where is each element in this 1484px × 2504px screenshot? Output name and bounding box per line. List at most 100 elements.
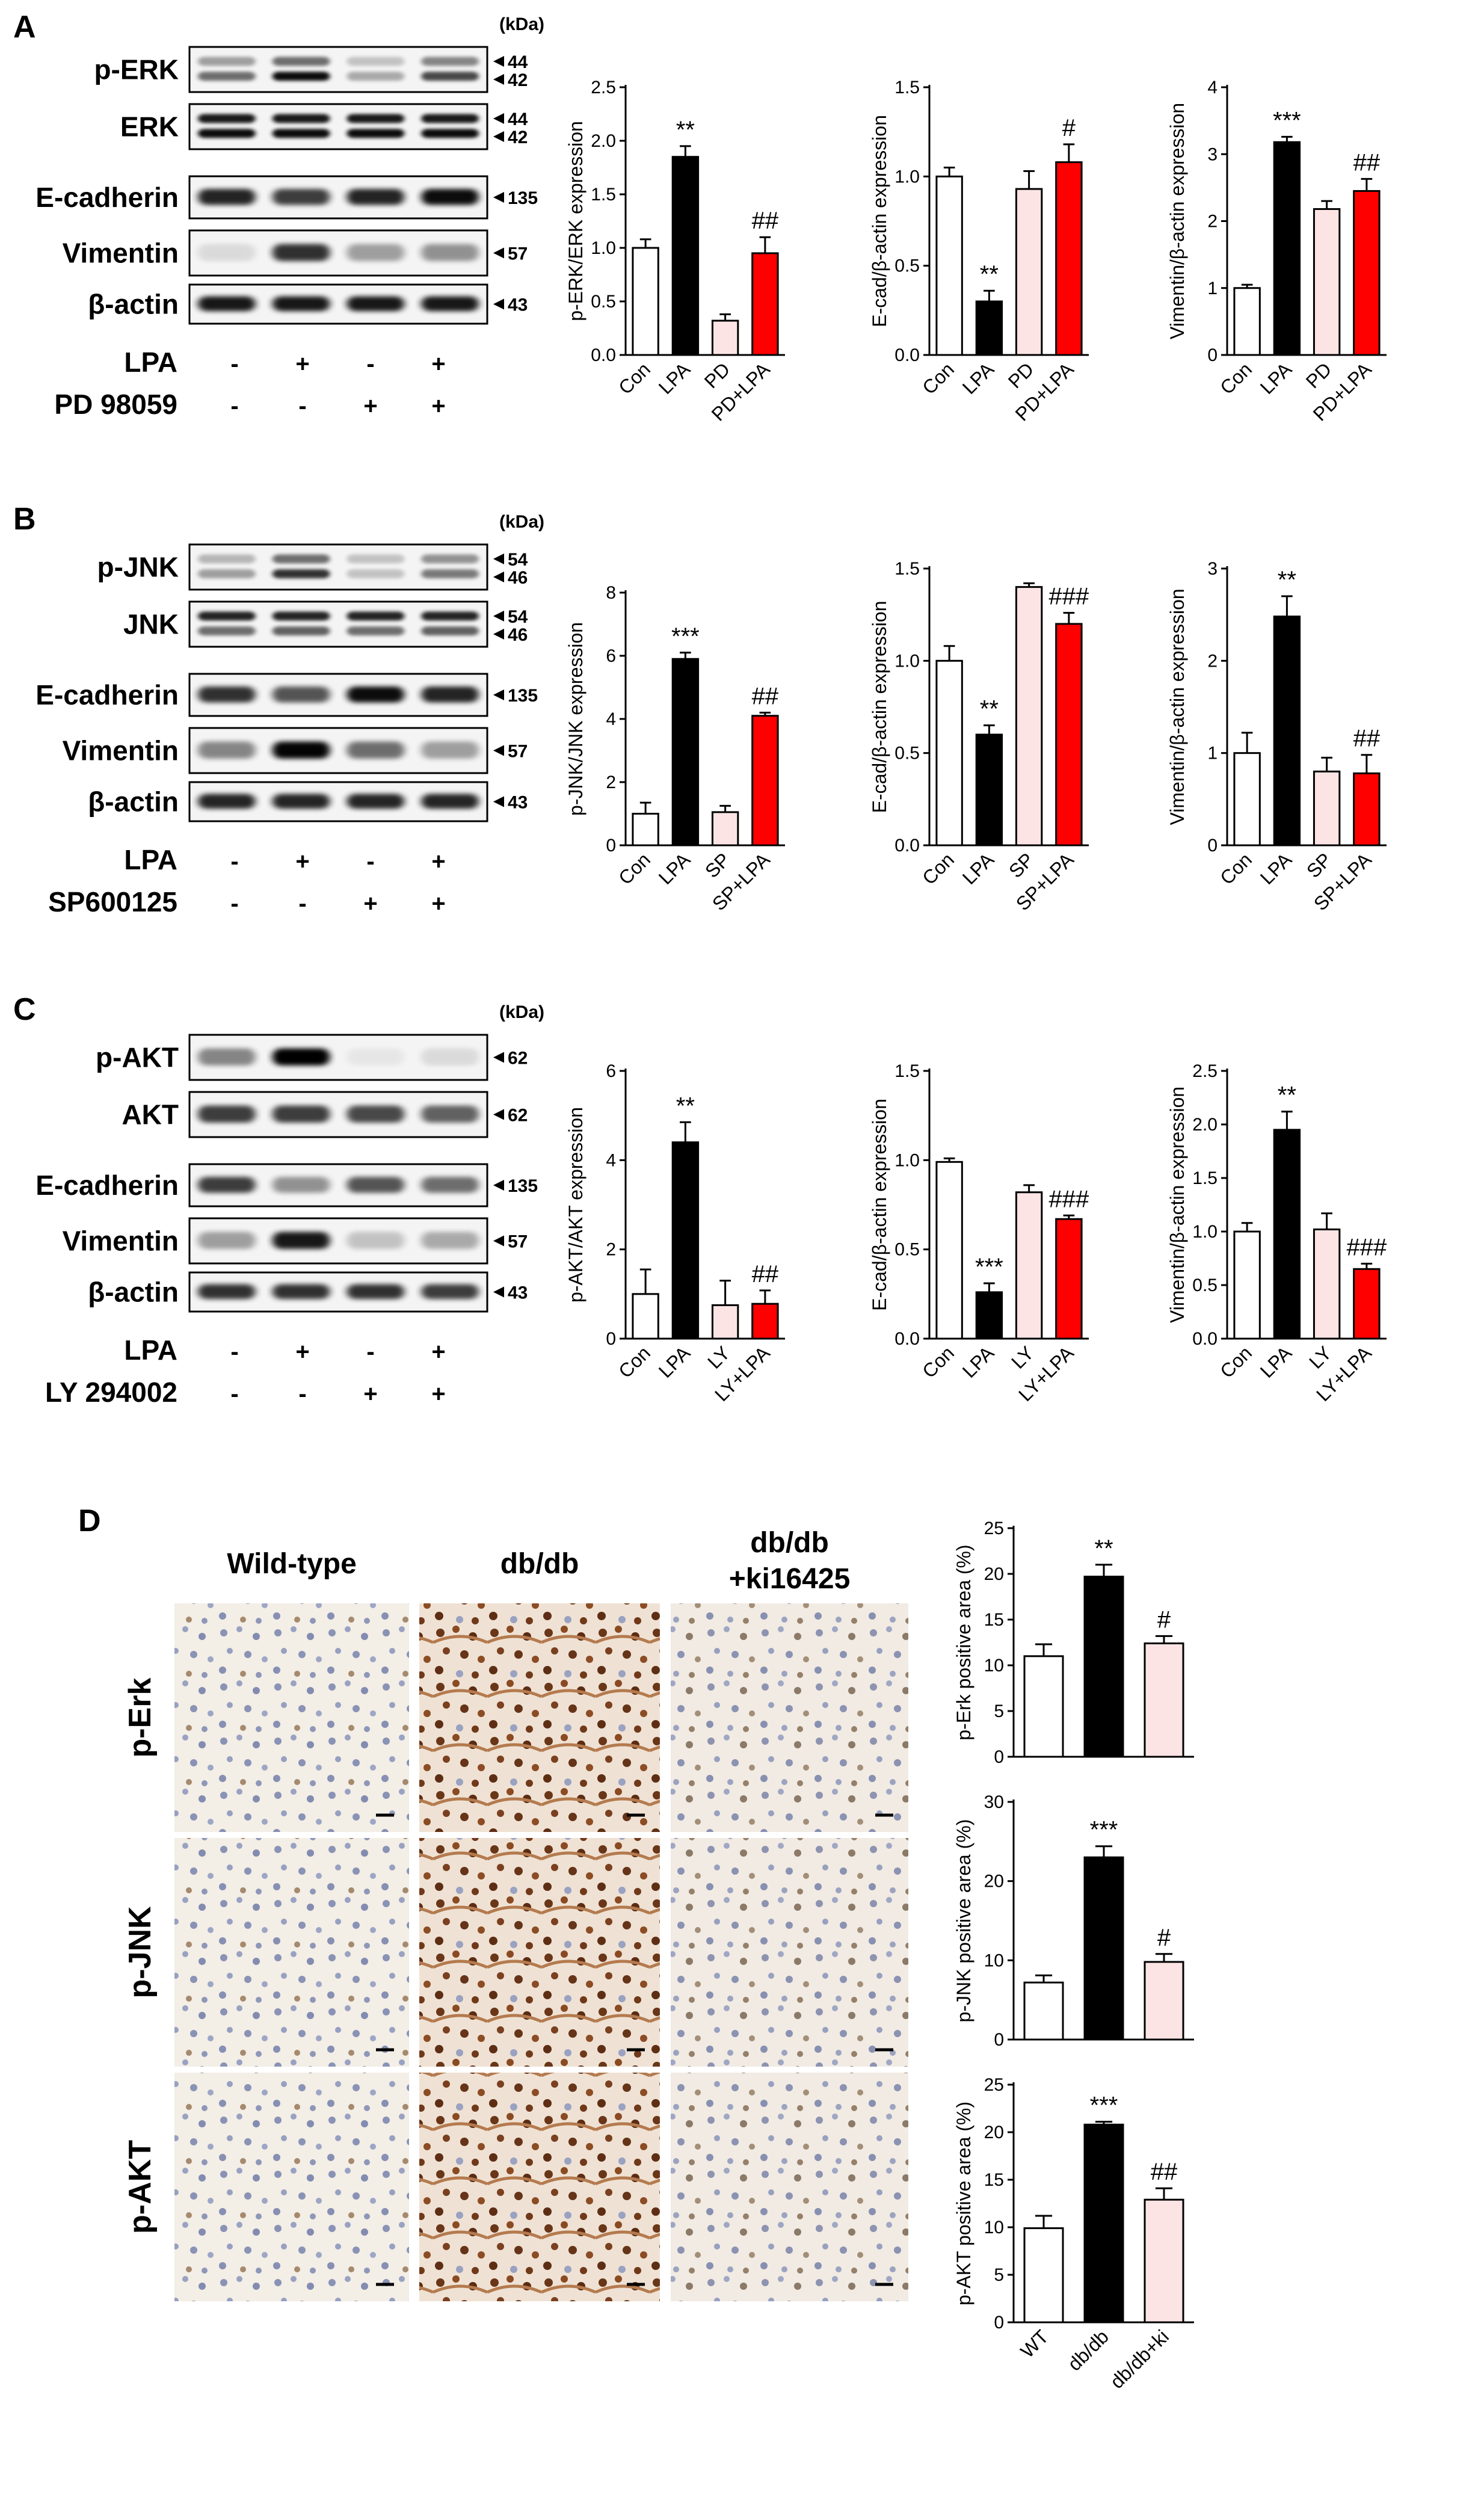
- x-category-label: WT: [1016, 2325, 1053, 2362]
- blot-band: [198, 794, 256, 809]
- blot-row-beta-actin: β-actin 43: [88, 1271, 528, 1313]
- treatment-sign: +: [363, 890, 377, 917]
- bar-con: [935, 659, 963, 846]
- bar-chart-b-vimentin-beta-actin-expression: 0 1 2 3 Vimentin/β-actin expression Con ** LPA S…: [1166, 559, 1387, 914]
- histology-image: [671, 1603, 908, 1832]
- kda-label: (kDa): [499, 1002, 544, 1022]
- histology-column-db-db-ki-title: db/db: [750, 1527, 829, 1559]
- marker-arrow-icon: [493, 192, 504, 203]
- blot-band: [421, 554, 479, 564]
- histology-image: [419, 2073, 660, 2301]
- bar-sp-lpa: [1055, 623, 1083, 846]
- y-tick-label: 3: [1207, 144, 1218, 164]
- y-tick-label: 15: [984, 1610, 1004, 1630]
- y-tick-label: 0: [994, 2313, 1004, 2333]
- blot-band: [421, 611, 479, 621]
- blot-row-label: p-ERK: [94, 54, 179, 85]
- bar-lpa: [975, 1291, 1003, 1340]
- y-tick-label: 1.5: [894, 78, 920, 97]
- blot-row-label: Vimentin: [63, 1226, 179, 1257]
- bar-ly: [1015, 1191, 1043, 1340]
- blot-band: [421, 1284, 479, 1300]
- blot-band: [421, 741, 479, 759]
- blot-strip: [188, 600, 488, 648]
- blot-band: [346, 794, 405, 809]
- histology-column-db-db-ki-subtitle: +ki16425: [729, 1563, 851, 1595]
- y-tick-label: 1.5: [894, 559, 920, 579]
- treatment-sign: +: [431, 393, 445, 419]
- y-tick-label: 1.5: [591, 185, 616, 205]
- blot-band: [346, 626, 405, 636]
- bar-chart-c-e-cad-beta-actin-expression: 0.0 0.5 1.0 1.5E-cad/β-actin expression Con *…: [869, 1061, 1089, 1405]
- marker-weight: 62: [508, 1049, 528, 1069]
- histology-image: [671, 1838, 908, 2067]
- blot-band: [272, 1177, 330, 1193]
- x-category-label: LPA: [958, 1342, 999, 1382]
- marker-weight: 135: [508, 686, 538, 706]
- blot-band: [272, 296, 330, 312]
- y-tick-label: 0: [606, 836, 616, 856]
- significance-label: **: [1278, 1082, 1296, 1109]
- y-axis-label: p-Erk positive area (%): [953, 1544, 974, 1740]
- blot-band: [198, 554, 256, 564]
- blot-band: [272, 569, 330, 579]
- blot-row-label: JNK: [123, 609, 179, 640]
- y-tick-label: 2.0: [591, 131, 616, 151]
- x-category-label: Con: [918, 358, 958, 398]
- blot-band: [346, 129, 405, 138]
- treatment-sign: +: [431, 351, 445, 377]
- marker-arrow-icon: [493, 572, 504, 582]
- y-tick-label: 10: [984, 1656, 1004, 1676]
- kda-label: (kDa): [499, 512, 544, 532]
- blot-row-label: p-JNK: [97, 552, 179, 583]
- significance-label: ##: [1353, 149, 1381, 176]
- blot-band: [421, 129, 479, 138]
- x-category-label: SP: [1302, 848, 1336, 882]
- bar-sp: [1313, 770, 1341, 846]
- y-tick-label: 6: [606, 646, 616, 666]
- x-category-label: Con: [918, 1342, 958, 1382]
- blot-band: [421, 189, 479, 205]
- significance-label: ***: [1090, 1817, 1118, 1843]
- blot-band: [421, 57, 479, 66]
- y-tick-label: 3: [1207, 559, 1218, 579]
- marker-weight: 46: [508, 568, 528, 588]
- blot-band: [272, 741, 330, 759]
- x-category-label: Con: [1216, 358, 1256, 398]
- blot-band: [346, 1048, 405, 1065]
- histology-row-p-erk: p-Erk: [123, 1677, 158, 1757]
- significance-label: ##: [752, 683, 779, 710]
- x-category-label: LPA: [654, 1342, 695, 1382]
- marker-weight: 135: [508, 188, 538, 208]
- y-tick-label: 1.5: [894, 1061, 920, 1081]
- x-category-label: LY: [1007, 1342, 1038, 1372]
- panel-letter-a: A: [13, 10, 36, 45]
- treatment-label-pd-98059: PD 98059: [54, 389, 177, 420]
- histology-column-db-db: db/db: [500, 1548, 579, 1580]
- blot-row-label: p-AKT: [96, 1042, 179, 1073]
- blot-band: [346, 611, 405, 621]
- y-tick-label: 2.5: [591, 78, 616, 97]
- bar-lpa: [1273, 141, 1301, 356]
- y-axis-label: Vimentin/β-actin expression: [1166, 1087, 1188, 1323]
- blot-band: [272, 57, 330, 66]
- blot-band: [198, 296, 256, 312]
- y-tick-label: 4: [606, 1150, 616, 1170]
- x-category-label: Con: [918, 848, 958, 889]
- y-axis-label: p-JNK positive area (%): [953, 1819, 974, 2023]
- blot-band: [346, 296, 405, 312]
- bar-group-1: [1023, 1981, 1064, 2041]
- blot-band: [198, 1105, 256, 1123]
- significance-label: ##: [752, 1261, 779, 1287]
- y-axis-label: p-AKT/AKT expression: [565, 1107, 587, 1303]
- blot-band: [198, 741, 256, 759]
- bar-con: [1233, 287, 1261, 356]
- x-category-label: Con: [614, 848, 654, 889]
- blot-band: [346, 569, 405, 579]
- blot-row-label: β-actin: [88, 1277, 179, 1308]
